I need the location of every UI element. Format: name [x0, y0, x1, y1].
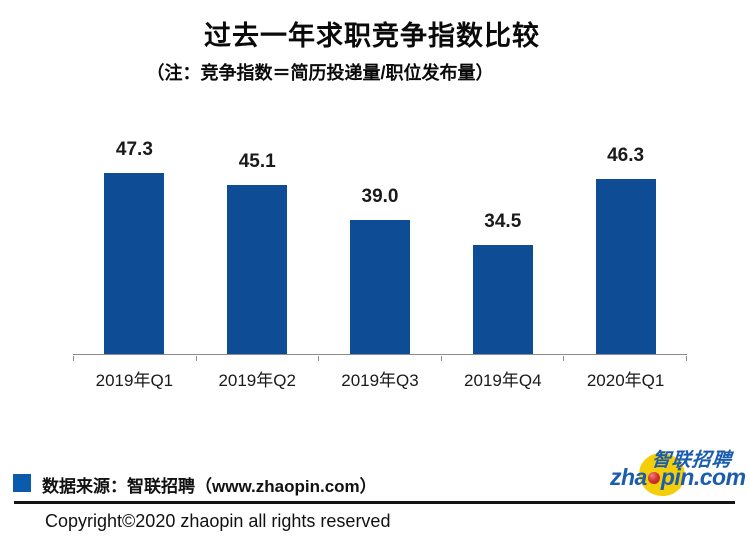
bar-cell: 46.3 — [564, 145, 687, 354]
logo-red-dot-icon — [647, 472, 660, 484]
axis-tick — [442, 356, 565, 361]
legend-marker — [13, 474, 31, 492]
bar — [472, 244, 533, 354]
x-axis-labels: 2019年Q1 2019年Q2 2019年Q3 2019年Q4 2020年Q1 — [73, 366, 687, 391]
copyright-text: Copyright©2020 zhaopin all rights reserv… — [45, 511, 391, 531]
logo-url-prefix: zha — [610, 464, 647, 490]
axis-tick — [319, 356, 442, 361]
axis-tick — [74, 356, 197, 361]
bar-cell: 39.0 — [319, 186, 442, 354]
x-axis-label: 2019年Q4 — [464, 371, 542, 390]
bar-value-label: 47.3 — [115, 139, 153, 161]
subtitle-block: （注：竞争指数＝简历投递量/职位发布量） — [0, 59, 640, 85]
bar-cell: 34.5 — [441, 211, 564, 354]
title-block: 过去一年求职竞争指数比较 — [0, 14, 744, 53]
bar — [595, 178, 656, 354]
bar-value-label: 39.0 — [361, 185, 399, 207]
logo-url-text: zha pin.com — [610, 464, 746, 491]
x-axis-label: 2020年Q1 — [586, 371, 665, 390]
x-axis-label: 2019年Q3 — [341, 371, 419, 390]
bar-value-label: 34.5 — [484, 210, 522, 232]
logo-url-suffix: pin.com — [660, 464, 746, 490]
bar — [349, 219, 410, 354]
bar-cell: 47.3 — [73, 139, 196, 354]
footer-divider — [14, 501, 735, 504]
axis-tick — [564, 356, 687, 361]
bar-value-label: 46.3 — [607, 144, 645, 166]
data-source-text: 数据来源：智联招聘（www.zhaopin.com） — [42, 477, 377, 496]
zhaopin-logo: 智联招聘 zha pin.com — [600, 437, 750, 501]
chart-title: 过去一年求职竞争指数比较 — [204, 21, 540, 51]
bar — [104, 173, 165, 354]
x-axis-label: 2019年Q1 — [95, 371, 174, 390]
bar-value-label: 45.1 — [238, 151, 276, 173]
plot-area: 47.3 45.1 39.0 34.5 46.3 — [73, 139, 687, 355]
x-axis-ticks — [73, 356, 687, 361]
chart-subtitle: （注：竞争指数＝简历投递量/职位发布量） — [146, 63, 494, 83]
bar-cell: 45.1 — [196, 151, 319, 354]
axis-tick — [197, 356, 320, 361]
bar — [227, 185, 288, 354]
x-axis-label: 2019年Q2 — [218, 371, 296, 390]
